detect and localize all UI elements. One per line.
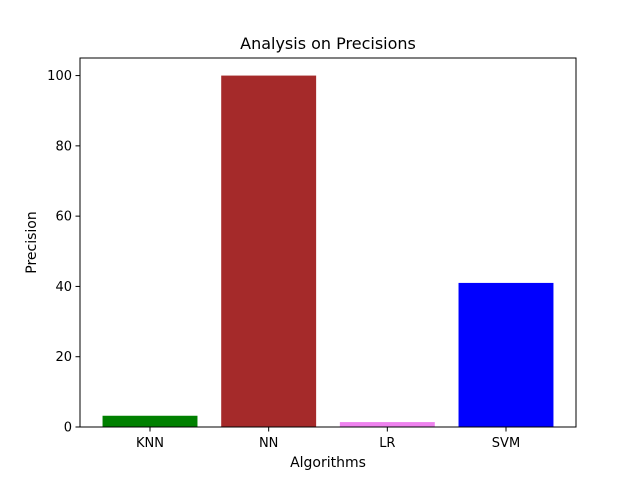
x-axis: KNN NN LR SVM xyxy=(136,427,520,451)
x-tick-label: SVM xyxy=(492,436,520,451)
y-tick-label: 0 xyxy=(64,421,72,436)
x-axis-label: Algorithms xyxy=(290,455,366,471)
x-tick-label: KNN xyxy=(136,436,164,451)
y-tick-label: 100 xyxy=(47,69,72,84)
bars-layer xyxy=(102,75,554,428)
y-tick-label: 20 xyxy=(55,350,72,365)
y-tick-label: 80 xyxy=(55,139,72,154)
x-tick-label: LR xyxy=(379,436,395,451)
bar-nn xyxy=(221,75,317,428)
y-axis-label: Precision xyxy=(24,211,40,273)
y-tick-label: 40 xyxy=(55,280,72,295)
y-tick-label: 60 xyxy=(55,210,72,225)
chart-title: Analysis on Precisions xyxy=(240,34,416,53)
bar-svm xyxy=(458,282,554,427)
y-axis: 0 20 40 60 80 100 xyxy=(47,69,80,436)
plot-frame xyxy=(79,57,577,428)
x-tick-label: NN xyxy=(259,436,278,451)
bar-lr xyxy=(339,422,435,427)
bar-knn xyxy=(102,415,198,427)
